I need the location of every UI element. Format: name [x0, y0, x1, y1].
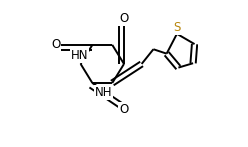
Text: O: O: [119, 12, 129, 25]
Text: NH: NH: [95, 86, 112, 99]
Text: O: O: [119, 103, 129, 116]
Text: O: O: [51, 38, 60, 51]
Text: S: S: [173, 21, 181, 34]
Text: HN: HN: [71, 49, 88, 62]
